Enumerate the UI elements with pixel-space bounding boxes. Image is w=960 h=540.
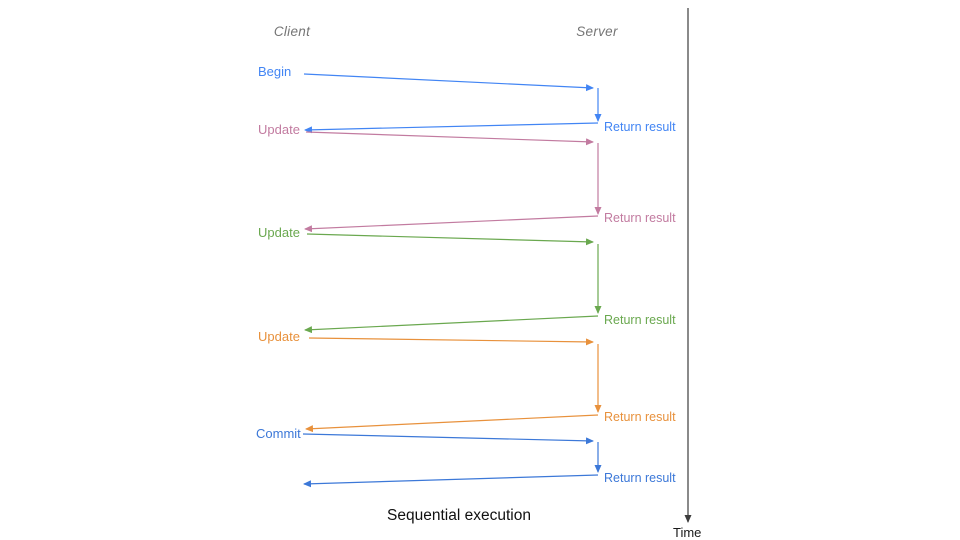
call-2-label: Update <box>258 225 300 240</box>
call-4-label: Commit <box>256 426 301 441</box>
call-0-label: Begin <box>258 64 291 79</box>
call-2-return-arrow <box>304 315 599 334</box>
call-3-request-arrow <box>308 337 594 346</box>
call-3-label: Update <box>258 329 300 344</box>
call-1-label: Update <box>258 122 300 137</box>
call-1-request-arrow <box>305 131 594 146</box>
call-4-return-label: Return result <box>604 471 676 485</box>
call-2-return-label: Return result <box>604 313 676 327</box>
call-3-return-label: Return result <box>604 410 676 424</box>
call-0-return-arrow <box>304 122 599 134</box>
call-4-request-arrow <box>302 433 594 445</box>
call-2-request-arrow <box>306 233 594 246</box>
client-column-header: Client <box>274 24 311 39</box>
call-0-return-label: Return result <box>604 120 676 134</box>
call-1-return-arrow <box>304 215 599 233</box>
call-1-return-label: Return result <box>604 211 676 225</box>
server-column-header: Server <box>576 24 618 39</box>
diagram-title: Sequential execution <box>387 507 531 524</box>
call-0-request-arrow <box>303 73 594 92</box>
call-4-return-arrow <box>303 474 599 488</box>
call-3-return-arrow <box>305 414 599 433</box>
time-axis-label: Time <box>673 525 701 540</box>
